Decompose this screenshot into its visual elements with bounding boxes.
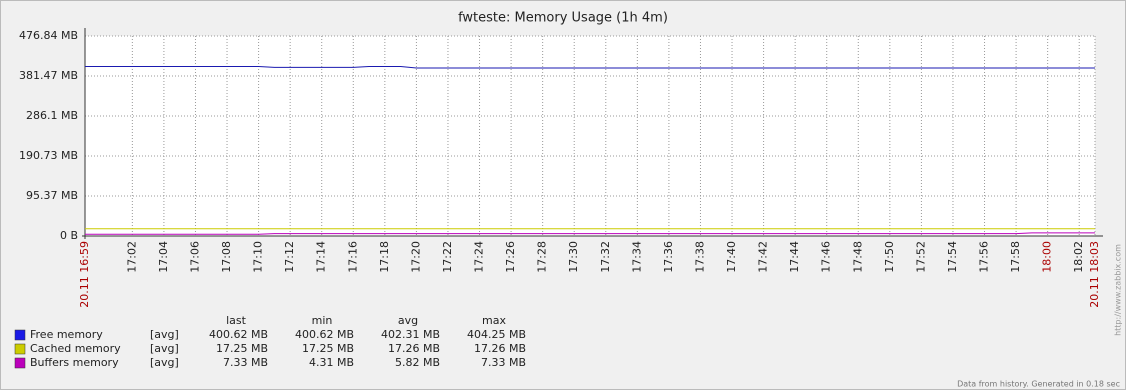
x-tick-label: 17:06 <box>188 241 201 273</box>
watermark: http://www.zabbix.com <box>1114 244 1123 336</box>
x-tick-label: 17:52 <box>914 241 927 273</box>
legend-name: Free memory <box>30 328 103 341</box>
x-tick-label: 17:26 <box>504 241 517 273</box>
y-tick-label: 476.84 MB <box>19 29 78 42</box>
x-tick-label: 17:10 <box>252 241 265 273</box>
x-tick-label: 17:44 <box>788 241 801 273</box>
x-tick-label: 17:16 <box>346 241 359 273</box>
legend-func: [avg] <box>150 328 179 341</box>
y-tick-label: 95.37 MB <box>26 189 78 202</box>
series-line <box>85 232 1095 235</box>
legend-stat: 400.62 MB <box>209 328 268 341</box>
x-tick-label: 17:28 <box>536 241 549 273</box>
x-tick-label: 17:24 <box>473 241 486 273</box>
y-tick-label: 381.47 MB <box>19 69 78 82</box>
x-tick-label: 17:02 <box>125 241 138 273</box>
legend-swatch <box>14 343 26 355</box>
x-tick-label: 17:14 <box>315 241 328 273</box>
legend-func: [avg] <box>150 356 179 369</box>
x-tick-label: 17:36 <box>662 241 675 273</box>
x-tick-label: 17:30 <box>567 241 580 273</box>
x-tick-label: 17:12 <box>283 241 296 273</box>
legend-header: min <box>312 314 333 327</box>
legend-header: avg <box>398 314 418 327</box>
x-tick-label: 17:56 <box>978 241 991 273</box>
y-tick-label: 286.1 MB <box>26 109 78 122</box>
x-tick-label: 17:48 <box>851 241 864 273</box>
legend-stat: 404.25 MB <box>467 328 526 341</box>
legend-stat: 17.25 MB <box>302 342 354 355</box>
series-line <box>85 65 1095 69</box>
legend-stat: 5.82 MB <box>395 356 440 369</box>
x-tick-label: 18:00 <box>1041 241 1054 273</box>
legend-stat: 17.25 MB <box>216 342 268 355</box>
x-tick-label: 17:58 <box>1009 241 1022 273</box>
chart-title: fwteste: Memory Usage (1h 4m) <box>458 11 668 26</box>
legend-swatch <box>14 357 26 369</box>
legend-name: Buffers memory <box>30 356 119 369</box>
x-tick-label: 17:50 <box>883 241 896 273</box>
x-tick-label: 17:18 <box>378 241 391 273</box>
legend-stat: 4.31 MB <box>309 356 354 369</box>
legend-stat: 17.26 MB <box>474 342 526 355</box>
x-tick-label: 17:22 <box>441 241 454 273</box>
legend-header: last <box>226 314 247 327</box>
legend-stat: 7.33 MB <box>223 356 268 369</box>
x-tick-label: 17:20 <box>409 241 422 273</box>
x-tick-label: 17:40 <box>725 241 738 273</box>
x-tick-label: 17:32 <box>599 241 612 273</box>
x-tick-label: 17:38 <box>693 241 706 273</box>
x-tick-label: 17:54 <box>946 241 959 273</box>
legend-swatch <box>14 329 26 341</box>
x-tick-label: 17:08 <box>220 241 233 273</box>
legend-stat: 17.26 MB <box>388 342 440 355</box>
x-tick-label: 18:02 <box>1072 241 1085 273</box>
x-tick-label: 17:04 <box>157 241 170 273</box>
x-tick-label: 20.11 18:03 <box>1088 241 1101 308</box>
x-tick-label: 20.11 16:59 <box>78 241 91 308</box>
legend-stat: 402.31 MB <box>381 328 440 341</box>
legend-header: max <box>482 314 506 327</box>
plot-area <box>85 36 1095 236</box>
y-tick-label: 0 B <box>60 229 78 242</box>
x-tick-label: 17:34 <box>630 241 643 273</box>
legend-func: [avg] <box>150 342 179 355</box>
y-tick-label: 190.73 MB <box>19 149 78 162</box>
legend-stat: 7.33 MB <box>481 356 526 369</box>
x-tick-label: 17:42 <box>757 241 770 273</box>
legend-name: Cached memory <box>30 342 121 355</box>
x-tick-label: 17:46 <box>820 241 833 273</box>
footer: Data from history. Generated in 0.18 sec <box>957 380 1120 389</box>
legend-stat: 400.62 MB <box>295 328 354 341</box>
